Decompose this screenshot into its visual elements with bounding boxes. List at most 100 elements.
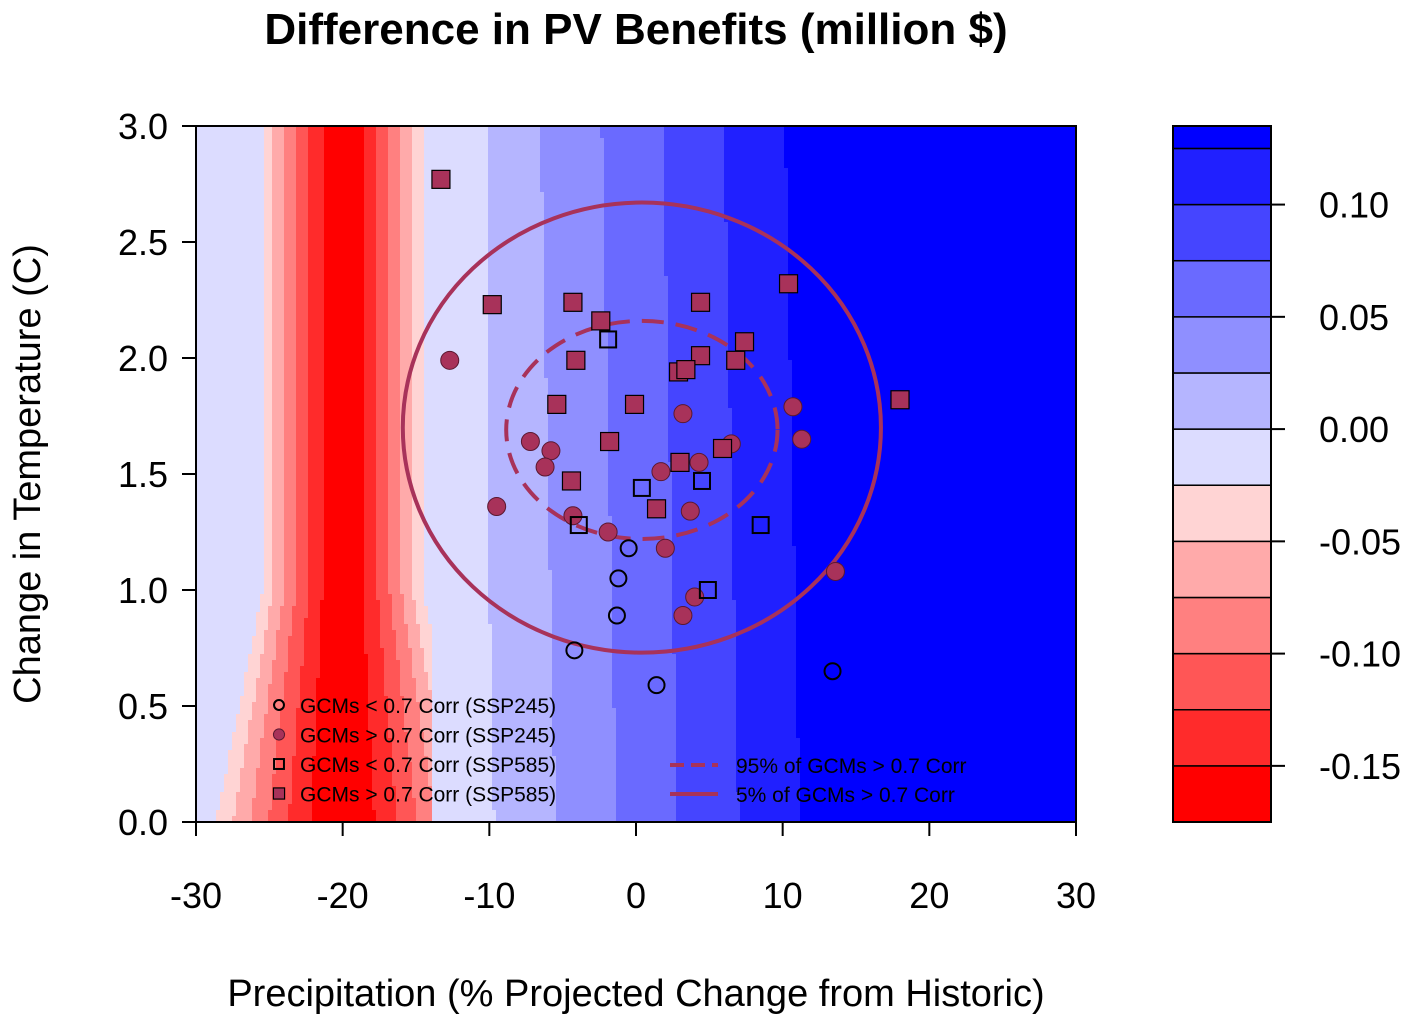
contour-cell — [200, 186, 205, 193]
contour-cell — [240, 510, 245, 517]
contour-cell — [208, 774, 213, 781]
contour-cell — [232, 696, 237, 703]
contour-cell — [200, 714, 205, 721]
contour-cell — [200, 612, 205, 619]
contour-cell — [260, 588, 265, 595]
contour-cell — [264, 786, 269, 793]
contour-cell — [236, 480, 241, 487]
contour-cell — [264, 552, 269, 559]
contour-cell — [256, 588, 261, 595]
contour-cell — [264, 294, 269, 301]
contour-cell — [256, 708, 261, 715]
contour-cell — [240, 180, 245, 187]
contour-cell — [256, 366, 261, 373]
contour-cell — [216, 492, 221, 499]
contour-cell — [220, 516, 225, 523]
contour-cell — [220, 666, 225, 673]
contour-cell — [224, 180, 229, 187]
contour-cell — [224, 600, 229, 607]
contour-cell — [256, 270, 261, 277]
contour-cell — [240, 456, 245, 463]
contour-cell — [204, 486, 209, 493]
contour-cell — [212, 312, 217, 319]
contour-cell — [216, 792, 221, 799]
contour-cell — [220, 588, 225, 595]
contour-cell — [252, 468, 257, 475]
contour-cell — [200, 516, 205, 523]
contour-cell — [260, 306, 265, 313]
contour-cell — [240, 648, 245, 655]
contour-cell — [212, 516, 217, 523]
contour-cell — [240, 660, 245, 667]
contour-cell — [224, 792, 229, 799]
contour-cell — [264, 516, 269, 523]
contour-cell — [200, 768, 205, 775]
contour-cell — [204, 720, 209, 727]
contour-cell — [232, 660, 237, 667]
contour-cell — [248, 792, 253, 799]
contour-cell — [252, 726, 257, 733]
contour-cell — [228, 744, 233, 751]
contour-cell — [212, 678, 217, 685]
contour-cell — [204, 480, 209, 487]
contour-cell — [264, 168, 269, 175]
contour-cell — [232, 534, 237, 541]
contour-cell — [232, 618, 237, 625]
contour-cell — [252, 138, 257, 145]
contour-cell — [260, 462, 265, 469]
contour-cell — [228, 258, 233, 265]
contour-cell — [212, 606, 217, 613]
contour-cell — [208, 588, 213, 595]
contour-cell — [252, 300, 257, 307]
contour-cell — [208, 222, 213, 229]
contour-cell — [232, 342, 237, 349]
contour-cell — [260, 750, 265, 757]
contour-cell — [244, 492, 249, 499]
contour-cell — [248, 756, 253, 763]
contour-cell — [256, 246, 261, 253]
contour-cell — [212, 264, 217, 271]
contour-cell — [260, 390, 265, 397]
contour-cell — [204, 744, 209, 751]
contour-cell — [244, 744, 249, 751]
contour-cell — [212, 630, 217, 637]
contour-cell — [216, 318, 221, 325]
contour-cell — [200, 780, 205, 787]
contour-cell — [244, 474, 249, 481]
contour-cell — [260, 210, 265, 217]
contour-cell — [264, 504, 269, 511]
contour-cell — [240, 186, 245, 193]
contour-cell — [228, 198, 233, 205]
contour-cell — [240, 642, 245, 649]
contour-cell — [240, 630, 245, 637]
contour-cell — [212, 396, 217, 403]
contour-cell — [200, 774, 205, 781]
contour-cell — [204, 276, 209, 283]
contour-cell — [212, 732, 217, 739]
contour-cell — [252, 330, 257, 337]
contour-cell — [208, 204, 213, 211]
contour-cell — [256, 696, 261, 703]
contour-cell — [260, 168, 265, 175]
contour-cell — [252, 774, 257, 781]
contour-cell — [252, 636, 257, 643]
contour-cell — [264, 384, 269, 391]
contour-cell — [248, 702, 253, 709]
contour-cell — [252, 432, 257, 439]
contour-cell — [236, 732, 241, 739]
contour-cell — [256, 390, 261, 397]
contour-cell — [240, 216, 245, 223]
contour-cell — [248, 564, 253, 571]
contour-cell — [240, 324, 245, 331]
contour-cell — [208, 702, 213, 709]
contour-cell — [200, 216, 205, 223]
contour-cell — [264, 390, 269, 397]
contour-cell — [208, 696, 213, 703]
contour-cell — [216, 276, 221, 283]
contour-cell — [260, 354, 265, 361]
contour-cell — [208, 504, 213, 511]
contour-cell — [212, 186, 217, 193]
contour-cell — [224, 474, 229, 481]
contour-cell — [216, 726, 221, 733]
contour-cell — [252, 720, 257, 727]
